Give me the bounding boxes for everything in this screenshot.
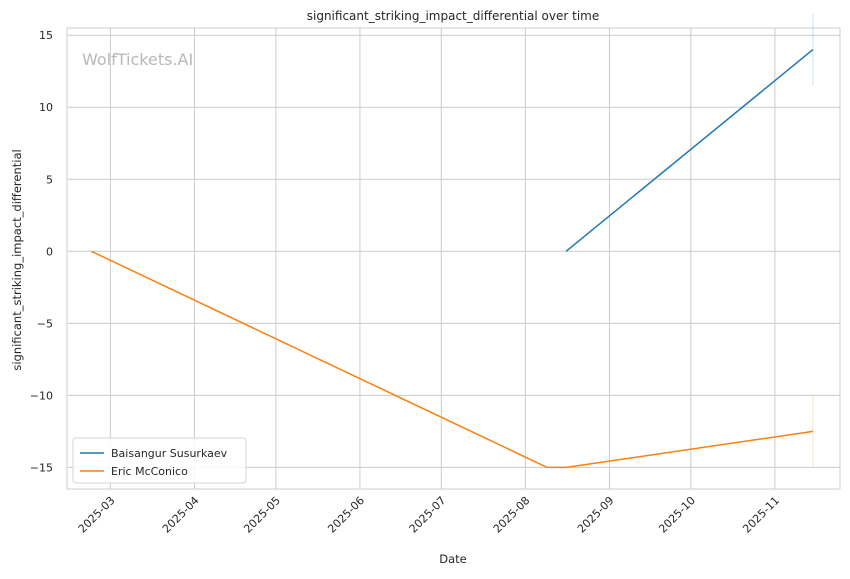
legend-box bbox=[72, 437, 247, 484]
series-layer bbox=[91, 49, 814, 469]
x-axis-label: Date bbox=[439, 552, 467, 566]
y-tick-label: −5 bbox=[37, 317, 53, 330]
series-line-baisangur-susurkaev bbox=[565, 49, 814, 252]
series-line-eric-mcconico bbox=[91, 250, 814, 469]
y-tick-label: 5 bbox=[46, 173, 53, 186]
legend-label-baisangur-susurkaev: Baisangur Susurkaev bbox=[111, 447, 228, 460]
legend: Baisangur Susurkaev Eric McConico bbox=[72, 437, 247, 484]
y-tick-label: 0 bbox=[46, 245, 53, 258]
y-tick-label: 10 bbox=[39, 101, 53, 114]
chart-title: significant_striking_impact_differential… bbox=[307, 9, 599, 23]
y-tick-label: 15 bbox=[39, 29, 53, 42]
y-tick-label: −15 bbox=[30, 461, 53, 474]
y-axis-ticks: 15 10 5 0 −5 −10 −15 bbox=[30, 29, 53, 474]
grid bbox=[67, 28, 840, 489]
y-tick-label: −10 bbox=[30, 389, 53, 402]
y-axis-label: significant_striking_impact_differential bbox=[10, 149, 24, 370]
plot-area-frame bbox=[66, 27, 841, 490]
watermark-text: WolfTickets.AI bbox=[82, 50, 193, 69]
legend-label-eric-mcconico: Eric McConico bbox=[111, 465, 188, 478]
